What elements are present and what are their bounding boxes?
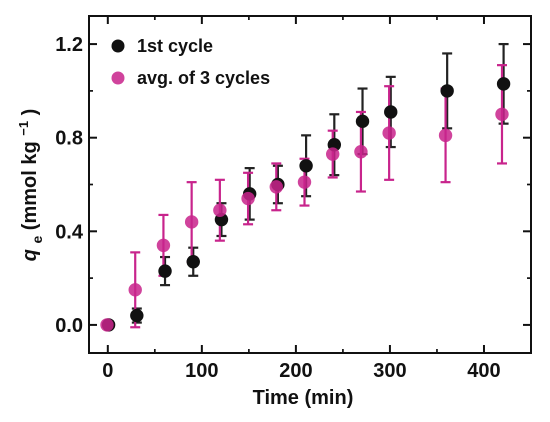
data-point-series-2-point-1	[100, 318, 114, 332]
ticks-layer: 0 100 200 300 400 0.0 0.4 0.8 1.2	[55, 16, 532, 382]
legend: 1st cycle avg. of 3 cycles	[111, 36, 270, 88]
x-tick-label-1: 0	[102, 360, 113, 382]
data-point-series-2-point-7	[269, 180, 283, 194]
data-point-series-2-point-12	[438, 128, 453, 143]
y-axis-title-superscript: −1	[16, 121, 31, 136]
y-axis-title-close: )	[19, 109, 41, 116]
y-tick-label-3: 0.8	[55, 128, 83, 150]
legend-label-2: avg. of 3 cycles	[137, 68, 270, 88]
y-tick-label-1: 0.0	[55, 315, 83, 337]
x-tick-label-5: 400	[467, 360, 500, 382]
data-point-series-2-point-9	[326, 147, 340, 161]
legend-label-1: 1st cycle	[137, 36, 213, 56]
data-point-series-2-point-4	[184, 215, 199, 229]
legend-marker-2	[111, 71, 125, 85]
data-point-series-2-point-2	[128, 283, 142, 297]
x-tick-label-2: 100	[185, 360, 218, 382]
data-point-series-1-point-3	[158, 264, 172, 278]
x-axis-title: Time (min)	[253, 387, 354, 409]
data-point-series-1-point-2	[130, 308, 144, 323]
data-point-series-2-point-13	[495, 107, 509, 121]
legend-marker-1	[111, 39, 125, 53]
data-point-series-1-point-8	[299, 159, 313, 173]
data-point-series-2-point-3	[156, 238, 171, 253]
y-axis-title-symbol: q	[19, 249, 41, 261]
y-tick-label-2: 0.4	[55, 221, 84, 243]
data-point-series-2-point-5	[213, 203, 227, 217]
data-point-series-1-point-4	[186, 255, 200, 269]
data-point-series-2-point-11	[382, 126, 396, 140]
data-point-series-2-point-10	[354, 145, 368, 159]
data-point-series-1-point-11	[384, 105, 398, 119]
y-axis-title-subscript: e	[29, 236, 45, 244]
data-point-series-1-point-12	[440, 84, 454, 98]
x-tick-label-4: 300	[373, 360, 406, 382]
data-point-series-2-point-6	[241, 191, 255, 206]
data-point-series-2-point-8	[297, 175, 312, 189]
data-point-series-1-point-13	[496, 77, 511, 91]
data-point-series-1-point-10	[355, 114, 370, 129]
y-tick-label-4: 1.2	[55, 34, 83, 56]
x-tick-label-3: 200	[279, 360, 312, 382]
y-axis-title-unit: (mmol kg	[19, 141, 41, 230]
y-axis-title: q e (mmol kg −1 )	[11, 109, 47, 262]
points-layer	[100, 77, 511, 332]
